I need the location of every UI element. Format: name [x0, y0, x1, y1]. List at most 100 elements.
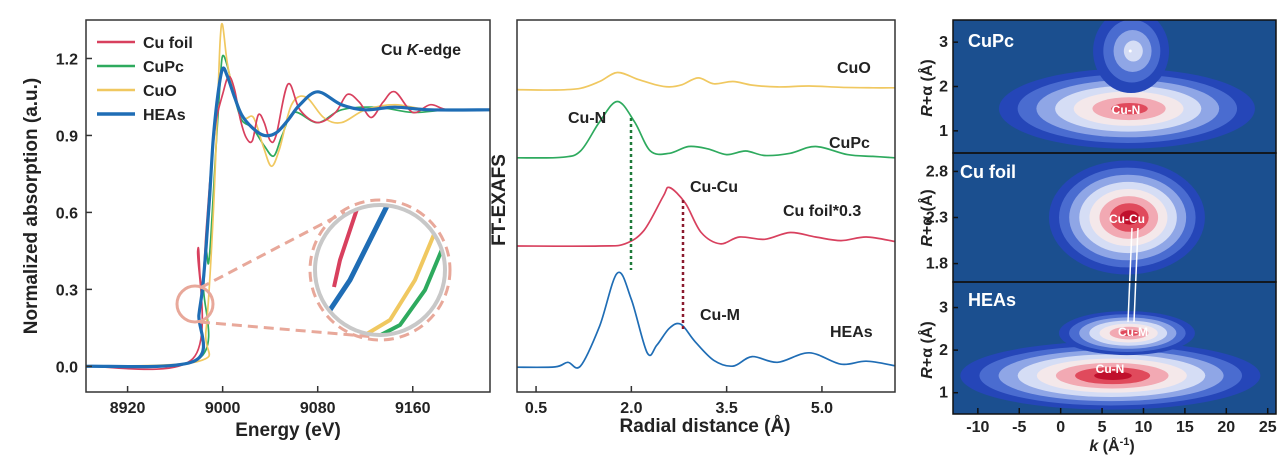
label-cupc: CuPc — [829, 135, 870, 152]
heas-cu-m-contour-7 — [1119, 329, 1140, 337]
exafs-frame — [516, 19, 896, 393]
exafs-line-cu-foil-0-3 — [517, 186, 895, 248]
exafs-line-heas — [517, 271, 895, 369]
xanes-frame — [85, 19, 491, 393]
wavelet-x-tick-label: 25 — [1259, 419, 1277, 436]
magnifier-lines — [327, 205, 445, 335]
wavelet-y-tick-label: 3 — [939, 34, 948, 51]
wavelet-guide-line-1 — [1127, 227, 1133, 323]
panel-exafs: 0.5 2.0 3.5 5.0 Cu-N Cu-Cu Cu-M CuO CuPc Cu… — [489, 19, 896, 437]
exafs-x-tick-label: 3.5 — [716, 400, 738, 417]
exafs-x-axis-label: Radial distance (Å) — [619, 416, 790, 437]
xanes-y-tick-label: 0.3 — [56, 282, 78, 299]
magnifier-outline — [308, 198, 452, 342]
wavelet-x-axis-label: k (Å-1) — [1089, 436, 1134, 455]
cupc-upper-contour-4 — [1123, 40, 1143, 62]
wavelet-ticks: -10 -5 0 5 10 15 20 25 1 2 3 1.8 2.3 2.8 1 2 3 — [926, 34, 1277, 436]
panel-wavelet: CuPc Cu foil HEAs Cu-N Cu-Cu Cu-M Cu-N -… — [917, 19, 1277, 455]
wavelet-y-axis-label-cupc: R+α (Å) — [917, 59, 936, 116]
label-heas: HEAs — [830, 324, 873, 341]
wavelet-y-tick-label: 2.3 — [926, 210, 948, 227]
wavelet-label-cu-m: Cu-M — [1118, 325, 1148, 339]
zoom-inset — [175, 198, 452, 342]
zoom-source-circle — [175, 284, 215, 324]
cu-foil-cu-cu-contour-8 — [1119, 210, 1140, 225]
exafs-line-cuo — [517, 71, 895, 91]
xanes-x-tick-label: 9080 — [300, 400, 336, 417]
xanes-y-axis-label: Normalized absorption (a.u.) — [21, 78, 42, 335]
mag-line-cu-foil — [332, 205, 362, 288]
zoom-connector-bottom — [199, 320, 376, 339]
xanes-lines — [86, 22, 490, 371]
exafs-x-tick-label: 0.5 — [525, 400, 547, 417]
wavelet-y-tick-label: 1.8 — [926, 256, 948, 273]
exafs-x-tick-label: 5.0 — [811, 400, 833, 417]
xanes-ticks: 8920 9000 9080 9160 0.0 0.3 0.6 0.9 1.2 — [56, 51, 431, 417]
wavelet-x-tick-label: 20 — [1217, 419, 1235, 436]
wavelet-title-heas: HEAs — [968, 290, 1016, 310]
panel-xanes: 8920 9000 9080 9160 0.0 0.3 0.6 0.9 1.2 Cu foil … — [21, 19, 491, 441]
xanes-x-tick-label: 8920 — [110, 400, 146, 417]
cupc-upper-peak — [1128, 49, 1132, 53]
cupc-cu-n-contour-7 — [1111, 102, 1148, 115]
wavelet-x-tick-label: 0 — [1056, 419, 1065, 436]
xanes-x-tick-label: 9160 — [395, 400, 431, 417]
mag-line-cuo — [363, 219, 442, 335]
wavelet-frame-heas — [952, 281, 1277, 415]
wavelet-label-heas-cu-n: Cu-N — [1096, 362, 1125, 376]
wavelet-title-cu-foil: Cu foil — [960, 162, 1016, 182]
xanes-y-tick-label: 0.6 — [56, 205, 78, 222]
wavelet-y-tick-label: 1 — [939, 385, 948, 402]
legend-label-heas: HEAs — [143, 107, 186, 124]
wavelet-y-axis-label-heas: R+α (Å) — [917, 321, 936, 378]
legend-label-cupc: CuPc — [143, 59, 184, 76]
wavelet-contours-heas — [960, 311, 1261, 410]
label-cu-n: Cu-N — [568, 110, 606, 127]
xanes-x-tick-label: 9000 — [205, 400, 241, 417]
legend-label-cuo: CuO — [143, 83, 177, 100]
wavelet-y-axis-label-cu-foil: R+α (Å) — [917, 189, 936, 246]
wavelet-y-tick-label: 2.8 — [926, 163, 948, 180]
exafs-lines — [517, 71, 895, 369]
exafs-line-cupc — [517, 100, 895, 159]
wavelet-contours-cupc — [998, 20, 1255, 149]
wavelet-y-tick-label: 2 — [939, 342, 948, 359]
edge-annotation: Cu K-edge — [381, 42, 461, 59]
label-cu-cu: Cu-Cu — [690, 179, 738, 196]
magnifier-rim — [313, 203, 447, 337]
legend: Cu foil CuPc CuO HEAs — [97, 35, 193, 124]
wavelet-title-cupc: CuPc — [968, 31, 1014, 51]
wavelet-y-tick-label: 2 — [939, 79, 948, 96]
label-cu-foil: Cu foil*0.3 — [783, 203, 861, 220]
zoom-connector-top — [199, 210, 346, 290]
wavelet-map-cupc — [953, 20, 1276, 153]
xanes-x-axis-label: Energy (eV) — [235, 420, 341, 441]
wavelet-map-heas — [953, 282, 1276, 414]
label-cu-m: Cu-M — [700, 307, 740, 324]
xanes-line-heas — [86, 66, 490, 369]
exafs-y-axis-label: FT-EXAFS — [489, 154, 510, 246]
wavelet-map-cu-foil — [953, 153, 1276, 282]
wavelet-contours-cu-foil — [1048, 160, 1205, 275]
wavelet-x-tick-label: 5 — [1098, 419, 1107, 436]
wavelet-x-tick-label: -5 — [1012, 419, 1026, 436]
wavelet-guide-line-2 — [1133, 227, 1139, 323]
wavelet-y-tick-label: 3 — [939, 300, 948, 317]
wavelet-x-tick-label: 15 — [1176, 419, 1194, 436]
wavelet-label-cupc-cu-n: Cu-N — [1112, 103, 1141, 117]
xanes-y-tick-label: 0.9 — [56, 128, 78, 145]
mag-line-cupc — [374, 234, 445, 335]
label-cuo: CuO — [837, 60, 871, 77]
legend-label-cu-foil: Cu foil — [143, 35, 193, 52]
wavelet-y-tick-label: 1 — [939, 123, 948, 140]
xanes-y-tick-label: 1.2 — [56, 51, 78, 68]
exafs-x-tick-label: 2.0 — [620, 400, 642, 417]
xanes-y-tick-label: 0.0 — [56, 359, 78, 376]
wavelet-x-tick-label: 10 — [1135, 419, 1153, 436]
exafs-ticks: 0.5 2.0 3.5 5.0 — [525, 386, 833, 417]
wavelet-x-tick-label: -10 — [966, 419, 989, 436]
wavelet-label-cu-cu: Cu-Cu — [1109, 212, 1145, 226]
heas-cu-n-contour-8 — [1094, 371, 1132, 380]
mag-line-heas — [327, 205, 398, 312]
